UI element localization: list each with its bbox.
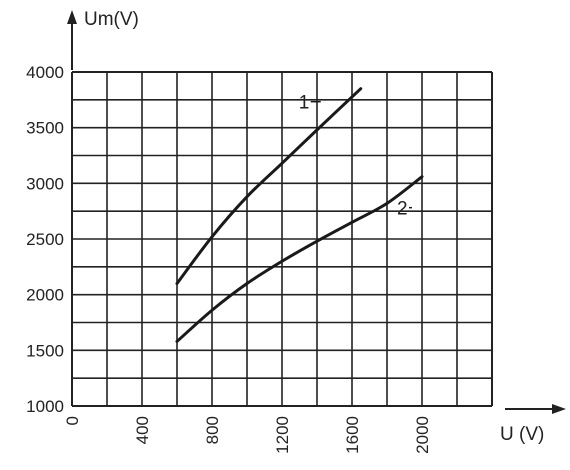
y-tick-label: 3500 xyxy=(26,119,64,138)
y-tick-label: 1500 xyxy=(26,341,64,360)
series-line-2 xyxy=(175,175,424,343)
y-tick-label: 4000 xyxy=(26,63,64,82)
series-lines: 12 xyxy=(175,87,424,343)
x-tick-label: 1200 xyxy=(273,416,292,454)
x-tick-label: 1600 xyxy=(343,416,362,454)
x-tick-labels: 0 400 800 1200 1600 2000 xyxy=(63,416,432,454)
y-tick-label: 1000 xyxy=(26,397,64,416)
x-tick-label: 0 xyxy=(63,416,82,425)
y-tick-label: 2500 xyxy=(26,230,64,249)
y-tick-label: 2000 xyxy=(26,286,64,305)
series-label-2: 2 xyxy=(397,199,408,220)
y-tick-labels: 1000 1500 2000 2500 3000 3500 4000 xyxy=(26,63,64,416)
x-axis-label: U (V) xyxy=(500,424,544,445)
y-axis-label: Um(V) xyxy=(84,9,139,30)
x-axis-arrowhead xyxy=(552,404,566,414)
y-tick-label: 3000 xyxy=(26,174,64,193)
x-tick-label: 400 xyxy=(133,416,152,444)
x-tick-label: 800 xyxy=(203,416,222,444)
x-tick-label: 2000 xyxy=(413,416,432,454)
series-line-1 xyxy=(175,87,363,286)
y-axis-arrowhead xyxy=(67,10,77,24)
grid xyxy=(71,71,493,407)
series-label-1: 1 xyxy=(299,93,310,114)
